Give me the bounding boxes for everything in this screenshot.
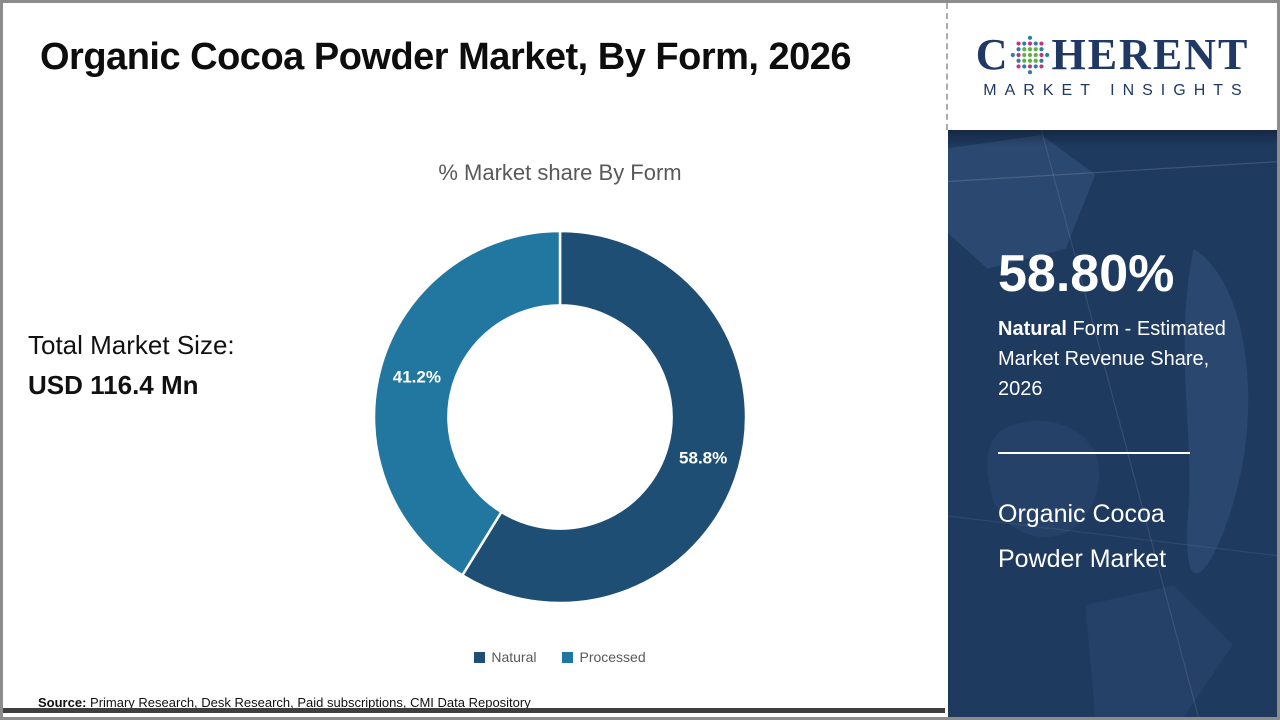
stat-description-rest: Form - Estimated Market Revenue Share, 2…: [998, 318, 1226, 400]
total-market-size: Total Market Size: USD 116.4 Mn: [28, 325, 235, 405]
legend-label: Natural: [491, 649, 537, 665]
donut-data-label: 58.8%: [679, 449, 727, 468]
chart-title: % Market share By Form: [438, 160, 682, 185]
panel-top-shade: [948, 130, 1277, 146]
source-label: Source:: [38, 695, 87, 710]
coherent-logo: C HERENT: [976, 33, 1250, 77]
donut-slice-natural[interactable]: [460, 229, 748, 605]
logo-area: C HERENT MARKET INSIGHTS: [946, 3, 1277, 130]
stat-description-bold: Natural: [998, 318, 1067, 340]
legend-swatch: [562, 651, 574, 663]
page-title: Organic Cocoa Powder Market, By Form, 20…: [40, 36, 852, 78]
legend-label: Processed: [579, 649, 646, 665]
stat-description: Natural Form - Estimated Market Revenue …: [998, 314, 1256, 404]
donut-chart[interactable]: 58.8% 41.2%: [340, 197, 780, 637]
logo-word-start: C: [975, 30, 1010, 79]
bottom-strip: [3, 708, 945, 713]
map-texture: [948, 130, 1277, 717]
logo-word-end: HERENT: [1051, 30, 1250, 79]
market-name: Organic Cocoa Powder Market: [998, 500, 1167, 573]
total-market-size-value: USD 116.4 Mn: [28, 370, 199, 400]
globe-icon: [1011, 35, 1050, 75]
legend-item-natural[interactable]: Natural: [474, 649, 536, 665]
donut-data-label: 41.2%: [393, 367, 441, 386]
legend-item-processed[interactable]: Processed: [562, 649, 646, 665]
total-market-size-label: Total Market Size:: [28, 330, 235, 360]
chart-legend: Natural Processed: [340, 649, 780, 665]
logo-subtitle: MARKET INSIGHTS: [983, 82, 1250, 99]
donut-slice-processed[interactable]: [372, 229, 562, 578]
panel-divider: [998, 452, 1190, 454]
right-panel: 58.80% Natural Form - Estimated Market R…: [948, 130, 1277, 717]
legend-swatch: [474, 651, 486, 663]
source-text: Primary Research, Desk Research, Paid su…: [86, 695, 531, 710]
stat-value: 58.80%: [998, 245, 1175, 303]
source-line: Source: Primary Research, Desk Research,…: [38, 695, 531, 710]
